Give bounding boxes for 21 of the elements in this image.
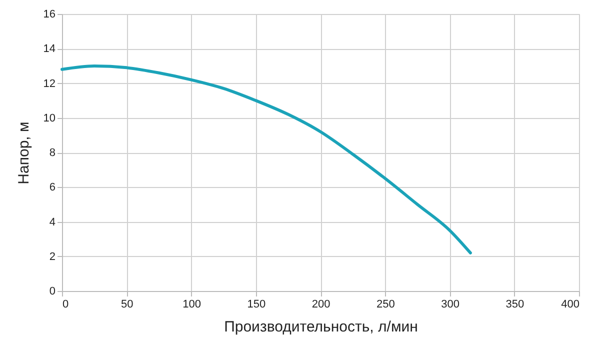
y-tick-label: 16 bbox=[43, 8, 56, 20]
y-tick-label: 14 bbox=[43, 43, 56, 56]
x-axis-title: Производительность, л/мин bbox=[224, 318, 418, 336]
x-tick-label: 400 bbox=[561, 298, 580, 310]
x-tick-label: 200 bbox=[312, 298, 330, 310]
x-tick-label: 100 bbox=[182, 298, 201, 310]
y-tick-label: 4 bbox=[49, 216, 56, 228]
x-tick-label: 50 bbox=[121, 298, 134, 310]
x-tick-label: 350 bbox=[506, 298, 524, 310]
x-tick-label: 0 bbox=[62, 298, 69, 310]
y-tick-label: 6 bbox=[49, 182, 56, 194]
y-axis-title: Напор, м bbox=[15, 122, 32, 184]
x-tick-label: 250 bbox=[376, 298, 395, 310]
y-tick-label: 8 bbox=[49, 147, 56, 159]
x-tick-label: 300 bbox=[441, 298, 460, 310]
y-tick-label: 10 bbox=[43, 112, 56, 124]
y-tick-label: 2 bbox=[49, 250, 56, 263]
y-tick-label: 12 bbox=[43, 78, 56, 90]
x-tick-label: 150 bbox=[247, 298, 266, 310]
line-series bbox=[60, 64, 472, 254]
y-tick-label: 0 bbox=[49, 286, 56, 298]
